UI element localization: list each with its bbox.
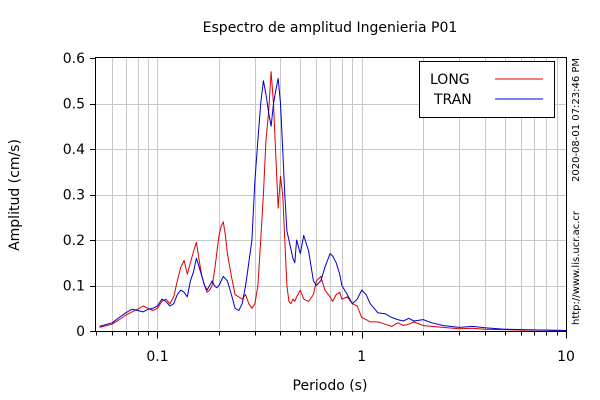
source-url-annotation: http://www.lis.ucr.ac.cr — [571, 210, 582, 325]
y-axis-label: Amplitud (cm/s) — [7, 139, 23, 251]
series-line-long — [99, 71, 567, 331]
legend-label-long: LONG — [430, 72, 470, 88]
x-tick-label: 0.1 — [146, 349, 168, 365]
y-tick-label: 0.4 — [63, 142, 85, 158]
y-tick-labels: 0 0.1 0.2 0.3 0.4 0.5 0.6 — [63, 51, 85, 340]
series-line-tran — [99, 78, 567, 331]
x-tick-labels: 0.1 1 10 — [146, 349, 575, 365]
chart-title: Espectro de amplitud Ingenieria P01 — [203, 20, 458, 36]
y-tick-label: 0.6 — [63, 51, 85, 67]
x-tick-label: 10 — [557, 349, 575, 365]
x-tick-label: 1 — [357, 349, 366, 365]
y-tick-label: 0 — [76, 324, 85, 340]
y-tick-label: 0.5 — [63, 97, 85, 113]
y-tick-label: 0.2 — [63, 233, 85, 249]
y-tick-label: 0.3 — [63, 188, 85, 204]
series-layer — [99, 71, 567, 331]
legend-label-tran: TRAN — [433, 92, 472, 108]
legend-box — [419, 61, 555, 118]
x-axis-label: Periodo (s) — [293, 378, 368, 394]
axis-ticks — [90, 58, 567, 339]
legend: LONG TRAN — [419, 61, 555, 118]
grid-lines — [96, 58, 566, 331]
y-tick-label: 0.1 — [63, 279, 85, 295]
timestamp-annotation: 2020-08-01 07:23:46 PM — [571, 58, 582, 182]
